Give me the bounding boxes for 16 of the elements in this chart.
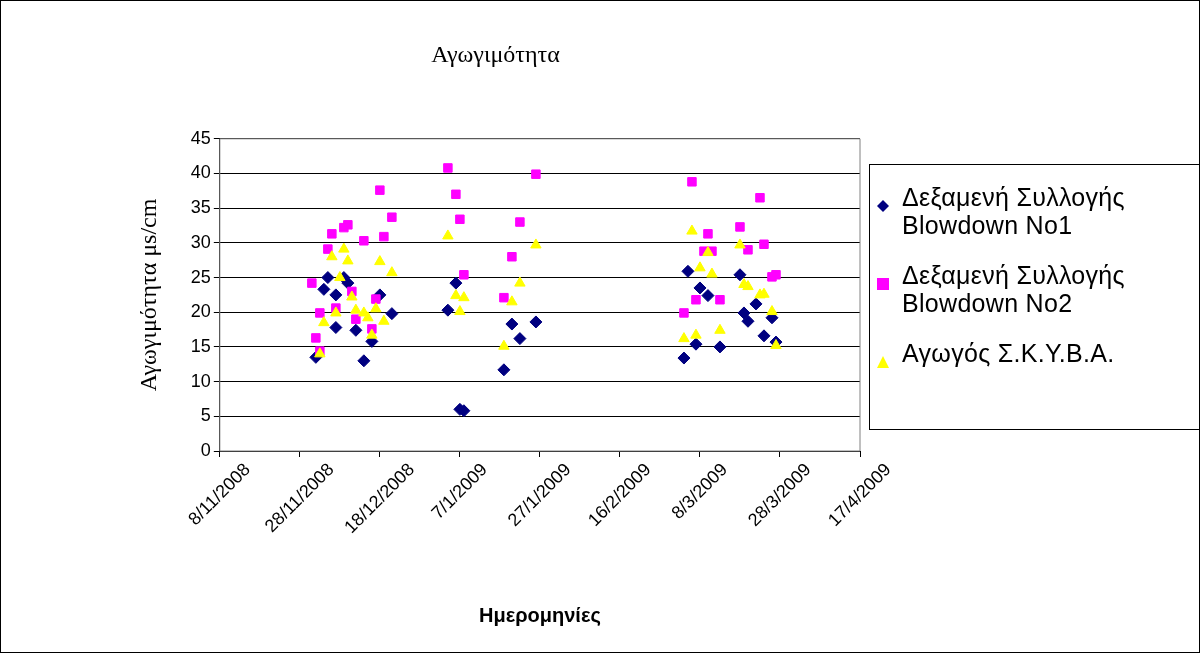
chart-title: Αγωγιμότητα <box>431 40 561 67</box>
legend-label: Αγωγός Σ.Κ.Υ.Β.Α. <box>902 339 1116 367</box>
y-tick-label: 30 <box>190 231 211 252</box>
legend-label: Δεξαμενή Συλλογής Blowdown No2 <box>902 261 1126 317</box>
y-tick-label: 35 <box>190 197 211 218</box>
y-tick-label: 15 <box>190 335 211 356</box>
y-tick-label: 25 <box>190 266 211 287</box>
y-tick-label: 5 <box>200 405 211 426</box>
y-tick-label: 10 <box>190 370 211 391</box>
y-axis-title: Αγωγιμότητα μs/cm <box>134 198 161 392</box>
legend-label: Δεξαμενή Συλλογής Blowdown No1 <box>902 183 1126 239</box>
y-tick-label: 40 <box>190 162 211 183</box>
y-tick-label: 20 <box>190 301 211 322</box>
y-tick-label: 0 <box>200 439 211 460</box>
x-axis-title: Ημερομηνίες <box>479 603 601 626</box>
y-tick-label: 45 <box>190 127 211 148</box>
